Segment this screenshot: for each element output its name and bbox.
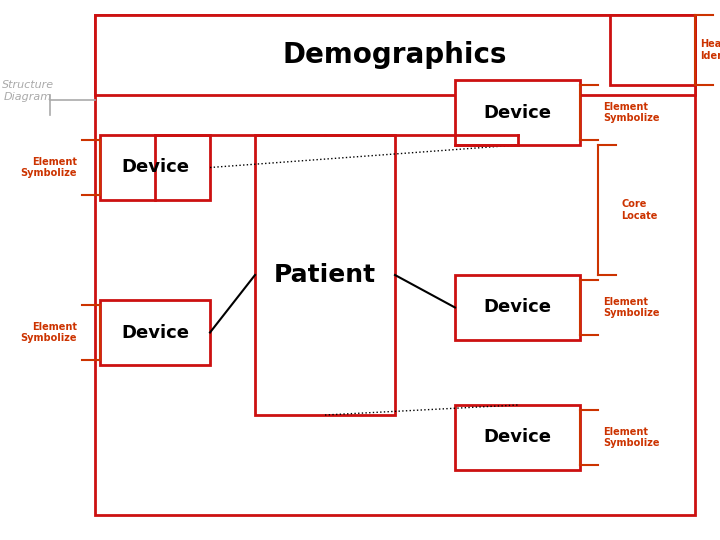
Text: Element
Symbolize: Element Symbolize [20, 322, 77, 343]
Text: Element
Symbolize: Element Symbolize [603, 427, 660, 448]
Text: Structure
Diagram: Structure Diagram [2, 80, 54, 102]
Bar [95, 15, 695, 95]
Bar [455, 405, 580, 470]
Text: Element
Symbolize: Element Symbolize [20, 157, 77, 178]
Text: Core
Locate: Core Locate [621, 199, 657, 221]
Text: Device: Device [484, 429, 552, 447]
Text: Element
Symbolize: Element Symbolize [603, 296, 660, 318]
Bar [455, 275, 580, 340]
Bar [100, 300, 210, 365]
Text: Heading
Identify: Heading Identify [700, 39, 720, 61]
Text: Device: Device [121, 323, 189, 341]
Text: Device: Device [484, 104, 552, 122]
Bar [455, 80, 580, 145]
Text: Element
Symbolize: Element Symbolize [603, 102, 660, 123]
Text: Patient: Patient [274, 263, 376, 287]
Text: Device: Device [484, 299, 552, 316]
Bar [255, 135, 395, 415]
Bar [610, 15, 695, 85]
Bar [100, 135, 210, 200]
Bar [95, 15, 695, 515]
Text: Demographics: Demographics [283, 41, 508, 69]
Text: Device: Device [121, 159, 189, 177]
